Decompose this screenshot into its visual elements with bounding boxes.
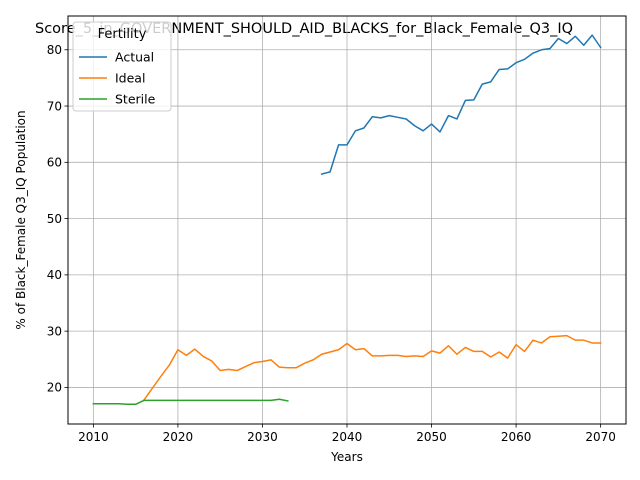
x-tick-label: 2060 bbox=[501, 430, 532, 444]
legend-label-actual: Actual bbox=[115, 50, 154, 65]
x-tick-label: 2050 bbox=[416, 430, 447, 444]
y-tick-label: 80 bbox=[47, 43, 62, 57]
legend-label-sterile: Sterile bbox=[115, 92, 156, 107]
y-tick-label: 60 bbox=[47, 156, 62, 170]
x-tick-label: 2010 bbox=[78, 430, 109, 444]
legend-box bbox=[72, 21, 172, 112]
y-axis-label: % of Black_Female Q3_IQ Population bbox=[14, 110, 28, 329]
series-lines bbox=[92, 34, 602, 406]
y-axis-ticks: 20 30 40 50 60 70 80 bbox=[47, 43, 68, 395]
x-axis-ticks: 2010 2020 2030 2040 2050 2060 2070 bbox=[78, 424, 616, 444]
y-tick-label: 40 bbox=[47, 268, 62, 282]
series-line-actual bbox=[320, 34, 602, 176]
y-tick-label: 20 bbox=[47, 381, 62, 395]
series-line-sterile bbox=[92, 398, 289, 406]
series-line-ideal bbox=[143, 334, 602, 401]
legend-title: Fertility bbox=[98, 27, 147, 42]
legend-label-ideal: Ideal bbox=[115, 71, 145, 86]
legend: Fertility Actual Ideal Sterile bbox=[72, 21, 172, 112]
y-tick-label: 50 bbox=[47, 212, 62, 226]
x-tick-label: 2070 bbox=[585, 430, 616, 444]
x-tick-label: 2030 bbox=[247, 430, 278, 444]
x-tick-label: 2020 bbox=[163, 430, 194, 444]
x-tick-label: 2040 bbox=[332, 430, 363, 444]
y-tick-label: 30 bbox=[47, 324, 62, 338]
x-axis-label: Years bbox=[330, 450, 363, 464]
y-tick-label: 70 bbox=[47, 99, 62, 113]
